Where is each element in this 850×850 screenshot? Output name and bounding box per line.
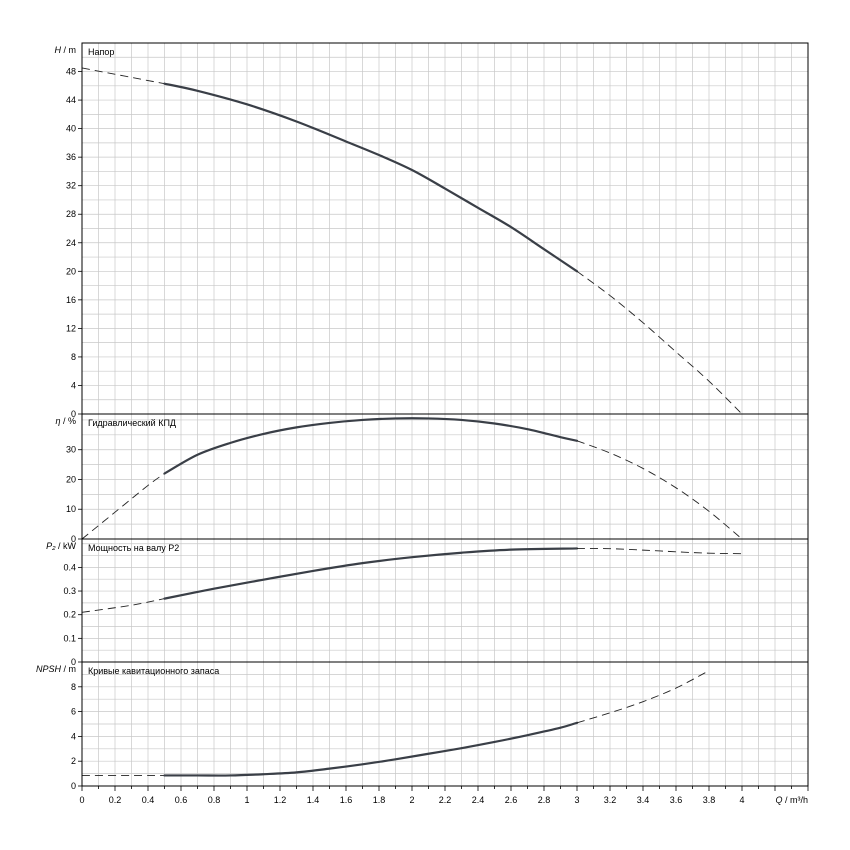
curve-solid: [163, 547, 579, 600]
panel-title: Напор: [88, 47, 114, 57]
x-axis-unit: / m³/h: [782, 795, 808, 805]
y-axis-label: P₂ / kW: [46, 541, 76, 551]
y-axis-label: H / m: [55, 45, 77, 55]
y-tick-label: 4: [71, 380, 76, 390]
x-tick-label: 3.2: [604, 795, 617, 805]
x-tick-label: 0.6: [175, 795, 188, 805]
x-tick-label: 2.6: [505, 795, 518, 805]
y-tick-label: 28: [66, 209, 76, 219]
y-tick-label: 0: [71, 409, 76, 419]
y-tick-label: 10: [66, 504, 76, 514]
x-tick-label: 1.4: [307, 795, 320, 805]
curve-layer: [81, 67, 743, 777]
y-tick-label: 36: [66, 152, 76, 162]
y-tick-label: 12: [66, 323, 76, 333]
y-tick-label: 20: [66, 474, 76, 484]
y-tick-label: 40: [66, 124, 76, 134]
curve-dashed: [576, 548, 743, 555]
y-axis-unit: / m: [61, 664, 76, 674]
y-tick-label: 2: [71, 756, 76, 766]
y-tick-label: 0: [71, 534, 76, 544]
x-tick-label: 0.2: [109, 795, 122, 805]
panel-title: Гидравлический КПД: [88, 418, 176, 428]
y-axis-label: η / %: [55, 416, 76, 426]
y-tick-label: 6: [71, 707, 76, 717]
y-tick-label: 0: [71, 657, 76, 667]
y-tick-label: 48: [66, 67, 76, 77]
y-tick-label: 44: [66, 95, 76, 105]
y-tick-label: 0: [71, 781, 76, 791]
panel-title: Мощность на валу P2: [88, 543, 179, 553]
y-tick-label: 0.3: [63, 586, 76, 596]
y-tick-label: 8: [71, 352, 76, 362]
y-tick-label: 0.4: [63, 562, 76, 572]
y-axis-unit: / m: [61, 45, 76, 55]
x-tick-label: 0: [79, 795, 84, 805]
x-tick-label: 2.8: [538, 795, 551, 805]
x-tick-label: 1.2: [274, 795, 287, 805]
y-tick-label: 32: [66, 181, 76, 191]
y-tick-label: 30: [66, 445, 76, 455]
y-tick-label: 4: [71, 731, 76, 741]
curve-dashed: [81, 67, 165, 85]
x-tick-label: 3.6: [670, 795, 683, 805]
x-tick-label: 1: [244, 795, 249, 805]
curve-dashed: [576, 440, 743, 540]
y-axis-symbol: NPSH: [36, 664, 62, 674]
y-tick-label: 24: [66, 238, 76, 248]
panel-title: Кривые кавитационного запаса: [88, 666, 219, 676]
x-tick-label: 0.4: [142, 795, 155, 805]
x-tick-label: 2.4: [472, 795, 485, 805]
x-axis-label: Q / m³/h: [775, 795, 808, 805]
x-tick-label: 2: [409, 795, 414, 805]
y-tick-label: 20: [66, 266, 76, 276]
x-tick-label: 0.8: [208, 795, 221, 805]
curve-solid: [163, 721, 579, 777]
y-axis-label: NPSH / m: [36, 664, 76, 674]
y-tick-label: 16: [66, 295, 76, 305]
x-tick-label: 1.6: [340, 795, 353, 805]
x-tick-label: 3: [574, 795, 579, 805]
frame-layer: [78, 42, 809, 791]
y-tick-label: 0.1: [63, 633, 76, 643]
x-tick-label: 4: [739, 795, 744, 805]
curve-dashed: [576, 270, 743, 415]
y-axis-symbol: H: [55, 45, 62, 55]
x-tick-label: 3.4: [637, 795, 650, 805]
x-tick-label: 2.2: [439, 795, 452, 805]
y-tick-label: 8: [71, 682, 76, 692]
curve-dashed: [81, 598, 165, 613]
curve-dashed: [81, 473, 165, 540]
x-tick-label: 3.8: [703, 795, 716, 805]
y-axis-unit: / %: [60, 416, 76, 426]
y-axis-symbol: η: [55, 416, 60, 426]
y-axis-symbol: P₂: [46, 541, 56, 551]
curve-solid: [163, 417, 579, 475]
x-tick-label: 1.8: [373, 795, 386, 805]
curve-solid: [163, 82, 579, 273]
y-axis-unit: / kW: [56, 541, 77, 551]
x-axis-symbol: Q: [775, 795, 782, 805]
curve-dashed: [576, 670, 710, 724]
y-tick-label: 0.2: [63, 610, 76, 620]
grid-layer: [82, 43, 808, 786]
